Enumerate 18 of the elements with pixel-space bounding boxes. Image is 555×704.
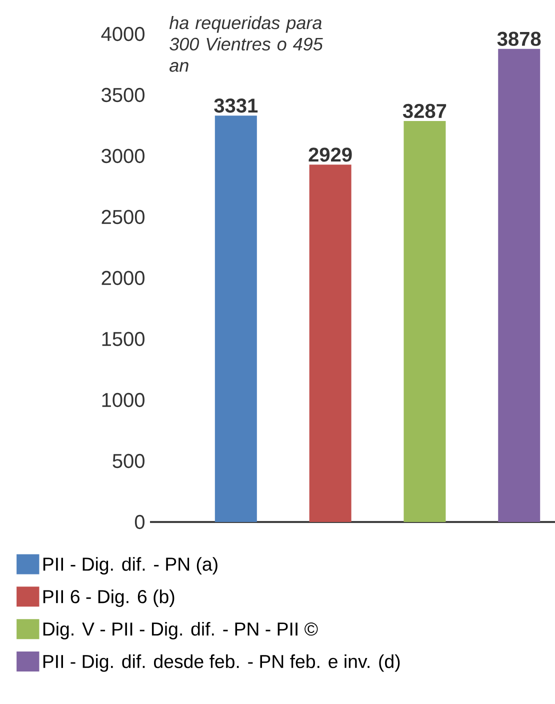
legend-label: PII - Dig. dif. desde feb. - PN feb. e inv. (d) (43, 654, 400, 672)
y-tick-label: 1500 (102, 332, 144, 346)
y-tick-label: 0 (134, 514, 144, 530)
y-tick-label: 4000 (101, 26, 144, 42)
data-label: 3878 (497, 32, 541, 46)
y-tick-label: 500 (112, 454, 144, 468)
data-label: 3287 (402, 104, 446, 118)
legend-label: PII 6 - Dig. 6 (b) (43, 590, 174, 607)
y-tick-label: 2000 (102, 270, 144, 286)
legend-label: Dig. V - PII - Dig. dif. - PN - PII © (43, 622, 318, 640)
y-tick-label: 3500 (102, 88, 144, 102)
legend-label: PII - Dig. dif. - PN (a) (43, 557, 218, 575)
data-label: 3331 (214, 98, 258, 113)
data-label: 2929 (308, 148, 352, 162)
y-tick-label: 3000 (102, 148, 144, 164)
y-tick-label: 1000 (102, 392, 144, 408)
annotation: ha requeridas para 300 Vientres o 495 an (169, 16, 323, 72)
y-tick-label: 2500 (102, 210, 144, 224)
